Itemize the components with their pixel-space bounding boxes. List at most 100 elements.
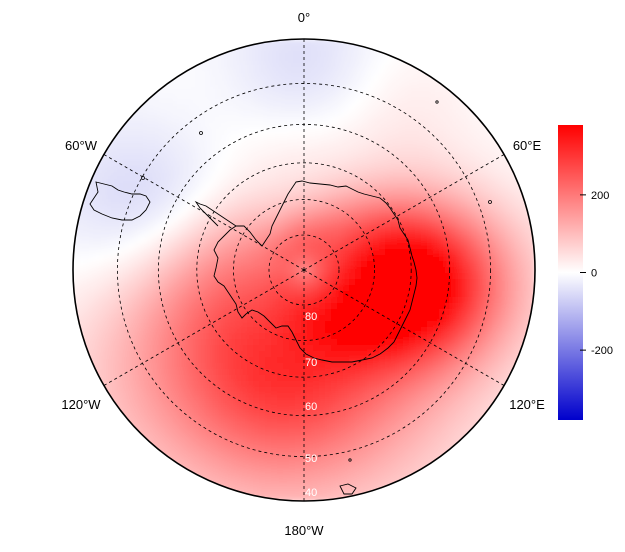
field-cell xyxy=(337,399,344,406)
field-cell xyxy=(361,321,368,328)
field-cell xyxy=(175,81,182,88)
field-cell xyxy=(379,111,386,118)
field-cell xyxy=(487,297,494,304)
field-cell xyxy=(421,393,428,400)
field-cell xyxy=(229,435,236,442)
field-cell xyxy=(109,129,116,136)
field-cell xyxy=(313,447,320,454)
field-cell xyxy=(241,267,248,274)
field-cell xyxy=(109,273,116,280)
field-cell xyxy=(139,201,146,208)
field-cell xyxy=(313,453,320,460)
field-cell xyxy=(211,363,218,370)
field-cell xyxy=(463,315,470,322)
field-cell xyxy=(505,303,512,310)
field-cell xyxy=(481,159,488,166)
field-cell xyxy=(229,411,236,418)
field-cell xyxy=(163,141,170,148)
field-cell xyxy=(475,237,482,244)
field-cell xyxy=(301,75,308,82)
field-cell xyxy=(409,261,416,268)
field-cell xyxy=(241,105,248,112)
field-cell xyxy=(289,159,296,166)
field-cell xyxy=(193,417,200,424)
field-cell xyxy=(283,39,290,46)
field-cell xyxy=(397,75,404,82)
field-cell xyxy=(475,207,482,214)
field-cell xyxy=(367,201,374,208)
field-cell xyxy=(313,207,320,214)
field-cell xyxy=(331,255,338,262)
field-cell xyxy=(115,255,122,262)
field-cell xyxy=(475,147,482,154)
field-cell xyxy=(193,147,200,154)
colorbar-tick-label: 0 xyxy=(591,268,597,280)
field-cell xyxy=(283,45,290,52)
field-cell xyxy=(325,291,332,298)
field-cell xyxy=(415,363,422,370)
field-cell xyxy=(145,267,152,274)
field-cell xyxy=(103,297,110,304)
field-cell xyxy=(103,315,110,322)
field-cell xyxy=(355,99,362,106)
field-cell xyxy=(295,123,302,130)
field-cell xyxy=(397,483,404,490)
field-cell xyxy=(331,291,338,298)
field-cell xyxy=(397,261,404,268)
field-cell xyxy=(265,75,272,82)
field-cell xyxy=(349,195,356,202)
field-cell xyxy=(271,273,278,280)
field-cell xyxy=(343,471,350,478)
field-cell xyxy=(127,201,134,208)
field-cell xyxy=(211,285,218,292)
field-cell xyxy=(331,435,338,442)
field-cell xyxy=(229,351,236,358)
field-cell xyxy=(277,441,284,448)
field-cell xyxy=(115,153,122,160)
field-cell xyxy=(265,189,272,196)
field-cell xyxy=(379,129,386,136)
field-cell xyxy=(145,105,152,112)
field-cell xyxy=(433,369,440,376)
field-cell xyxy=(487,153,494,160)
field-cell xyxy=(415,417,422,424)
field-cell xyxy=(283,285,290,292)
field-cell xyxy=(85,345,92,352)
field-cell xyxy=(79,243,86,250)
field-cell xyxy=(145,279,152,286)
field-cell xyxy=(463,393,470,400)
field-cell xyxy=(277,411,284,418)
field-cell xyxy=(343,423,350,430)
field-cell xyxy=(193,123,200,130)
field-cell xyxy=(391,345,398,352)
field-cell xyxy=(433,429,440,436)
field-cell xyxy=(451,309,458,316)
field-cell xyxy=(187,399,194,406)
field-cell xyxy=(91,183,98,190)
field-cell xyxy=(127,327,134,334)
field-cell xyxy=(493,261,500,268)
field-cell xyxy=(463,111,470,118)
field-cell xyxy=(415,213,422,220)
field-cell xyxy=(253,225,260,232)
field-cell xyxy=(229,291,236,298)
field-cell xyxy=(175,99,182,106)
field-cell xyxy=(181,93,188,100)
field-cell xyxy=(439,321,446,328)
field-cell xyxy=(499,243,506,250)
field-cell xyxy=(115,225,122,232)
field-cell xyxy=(427,417,434,424)
field-cell xyxy=(349,159,356,166)
field-cell xyxy=(427,429,434,436)
field-cell xyxy=(367,345,374,352)
field-cell xyxy=(289,45,296,52)
field-cell xyxy=(325,459,332,466)
lon-label-0: 0° xyxy=(298,10,310,25)
field-cell xyxy=(85,303,92,310)
field-cell xyxy=(337,123,344,130)
field-cell xyxy=(487,381,494,388)
field-cell xyxy=(277,237,284,244)
field-cell xyxy=(361,183,368,190)
field-cell xyxy=(319,195,326,202)
field-cell xyxy=(397,171,404,178)
